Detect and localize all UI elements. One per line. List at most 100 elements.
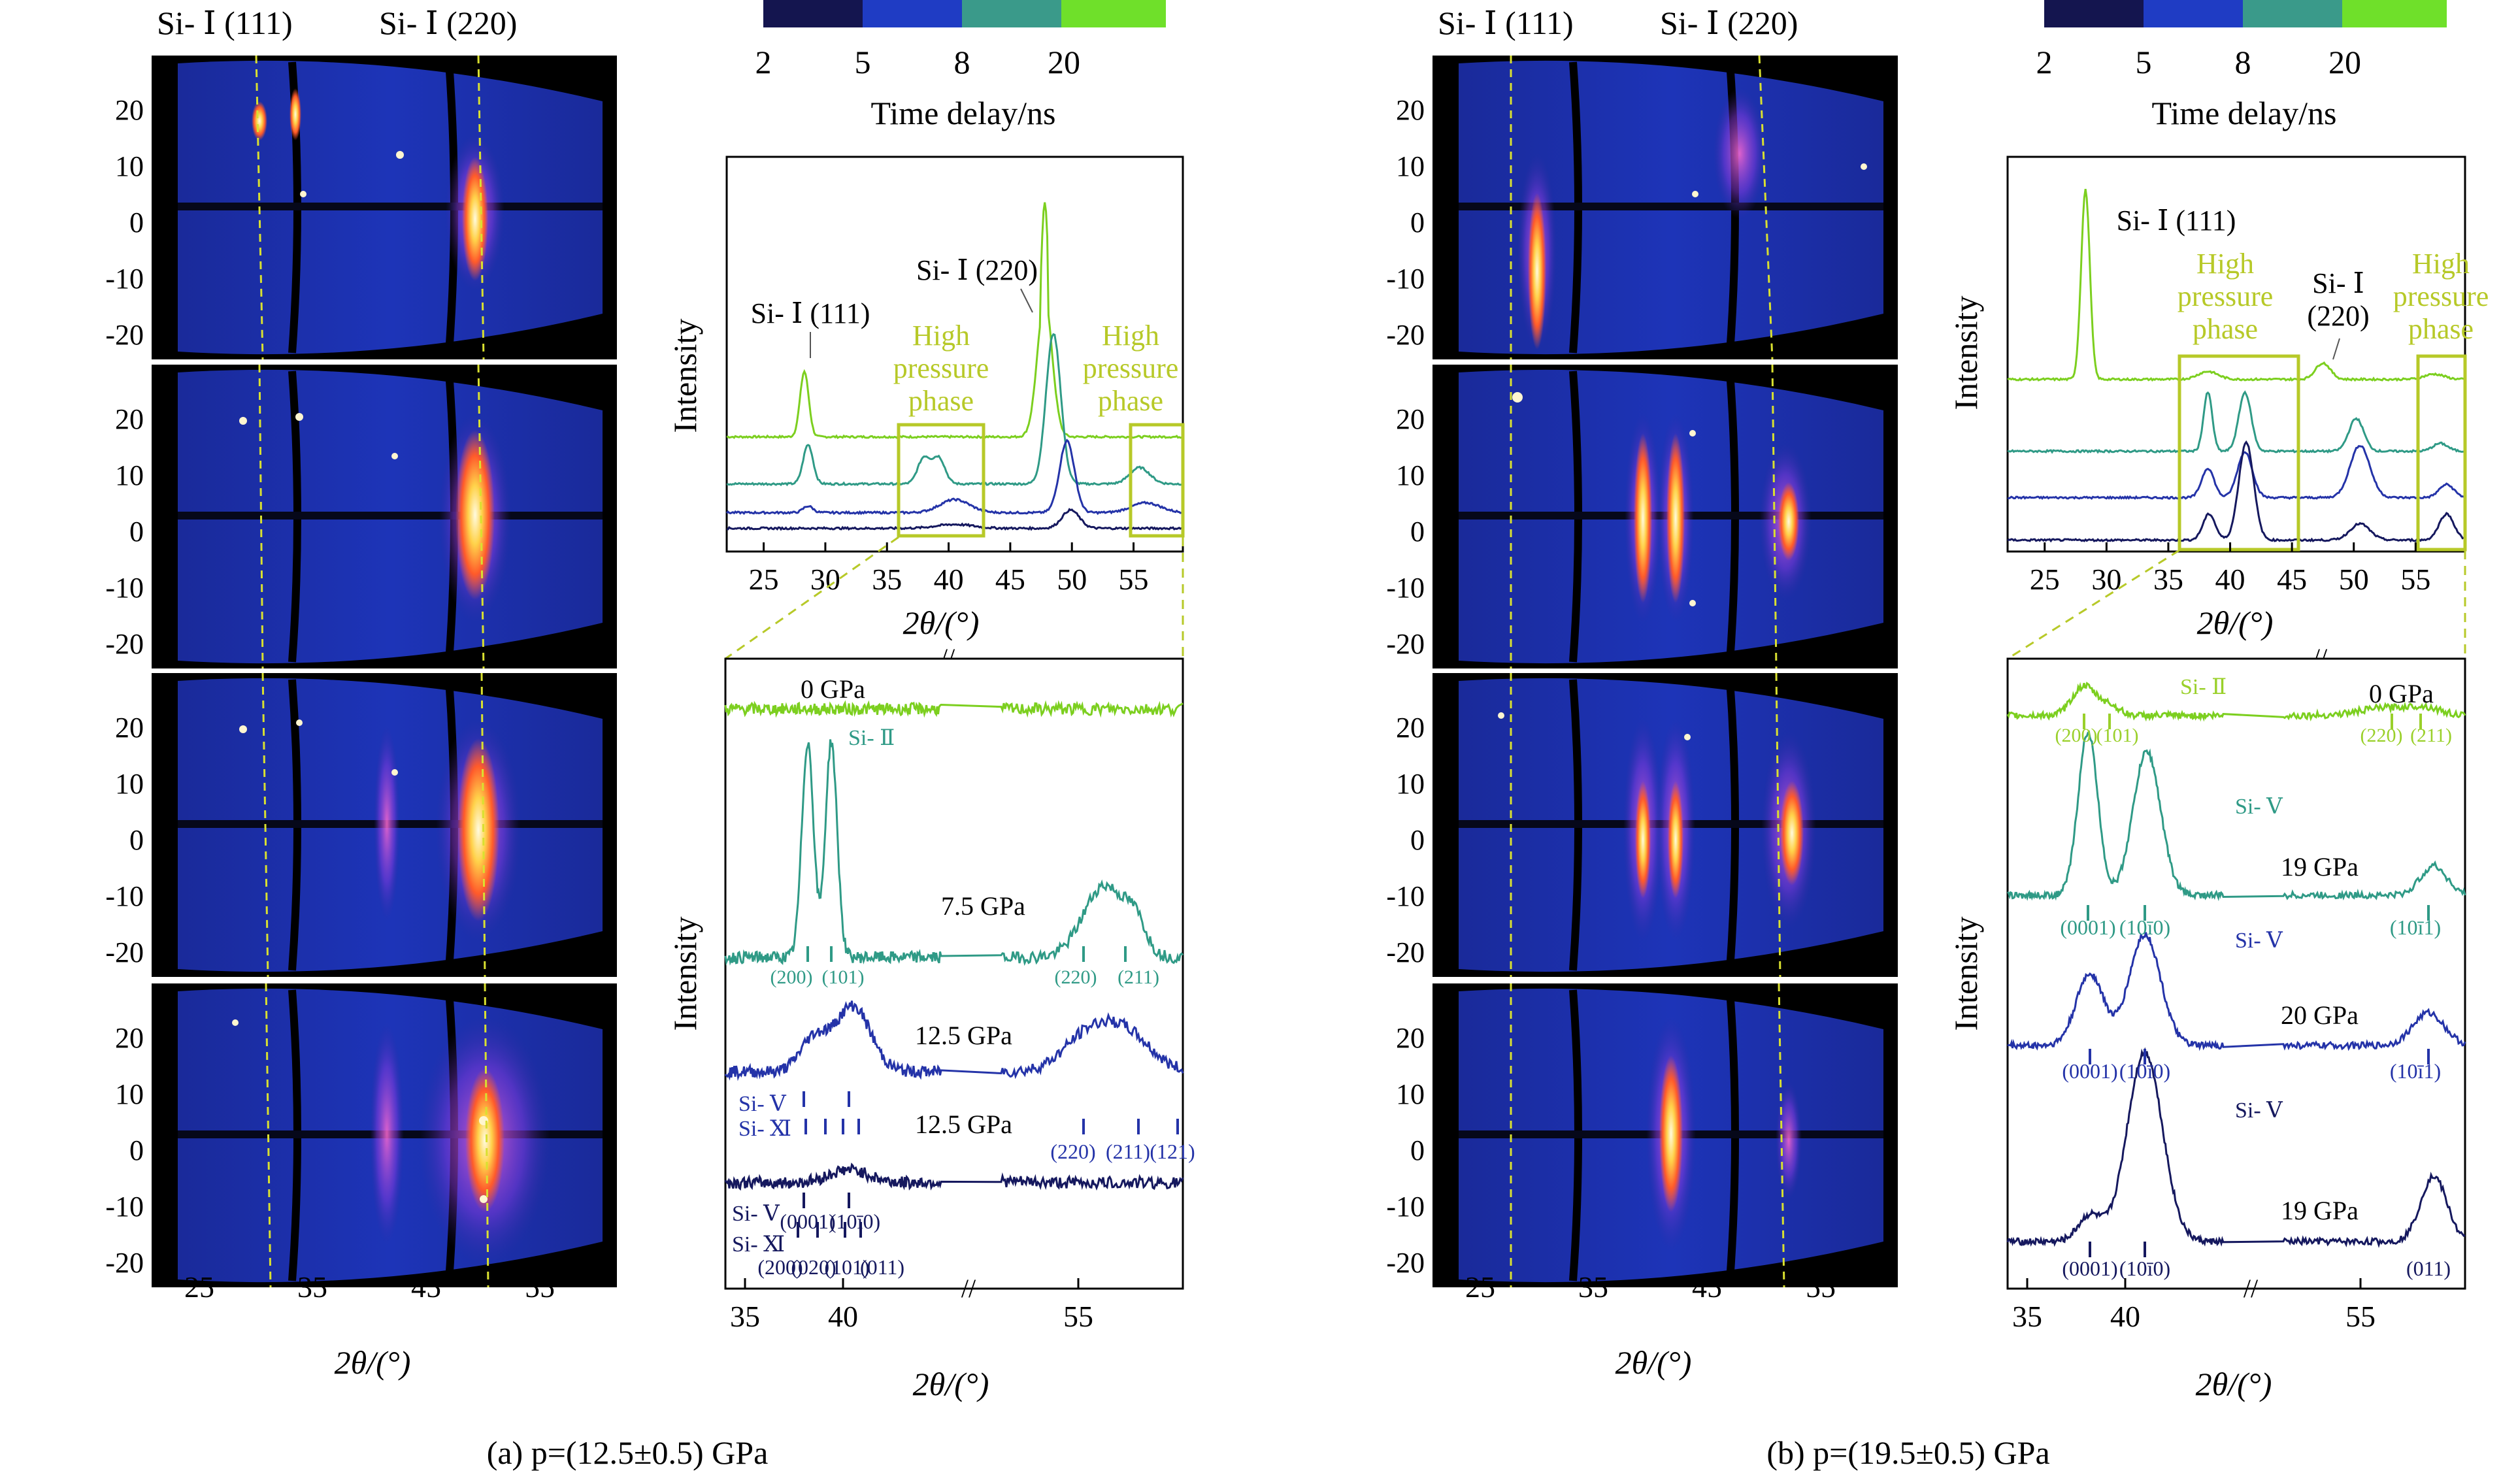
bragg-spot [1684,734,1691,740]
panel-a: Si- Ⅰ (111) Si- Ⅰ (220) 20100-10-2020100… [105,0,1195,1471]
annotation-line: pressure [893,352,989,384]
guide-line [265,983,272,1288]
diffraction-trace [2006,730,2466,902]
diffraction-trace [2006,682,2466,722]
diffraction-peak [1528,193,1546,350]
profiles-frame [2006,156,2466,553]
profiles-x-tick: 40 [934,563,964,596]
detector-y-tick: -20 [105,628,144,660]
profiles-x-tick: 25 [2030,563,2060,596]
detector-y-tick: 0 [1410,1134,1425,1166]
hkl-label: (011) [860,1255,904,1279]
diffraction-trace [2007,188,2464,382]
annotation-si220: Si- Ⅰ(220) [2307,267,2369,332]
profiles-traces [2007,188,2464,543]
zoom-x-tick: 35 [730,1300,760,1333]
detector-y-tick: 20 [115,1022,144,1054]
phase-label: Si- Ⅴ [732,1202,780,1226]
detector-y-tick: 20 [1396,712,1425,744]
colorbar-tick: 2 [2036,44,2053,80]
zoom-y-label: Intensity [667,917,703,1031]
phase-label: Si- Ⅴ [2235,795,2283,819]
hkl-label: (101) [2096,725,2139,746]
bragg-spot [391,453,398,459]
zoom-x-label: 2θ/(°) [2196,1366,2272,1402]
hkl-label: (0001) [2062,1257,2117,1280]
trace-label: 0 GPa [2369,679,2434,708]
hkl-label: (10ī0) [829,1210,880,1233]
detector-band [178,203,603,210]
profiles-x-tick: 50 [2339,563,2369,596]
hkl-label: (10ī1) [2390,915,2441,939]
diffraction-trace [2006,1047,2466,1248]
detector-y-tick: -20 [105,1247,144,1279]
detector-x-tick: 55 [1806,1270,1836,1304]
diffraction-trace [724,739,1184,966]
guide-line [1758,55,1774,360]
detector-frame [152,364,617,669]
bragg-spot [396,151,404,159]
diffraction-peak [1659,1055,1683,1212]
axis-break: // [2244,1274,2259,1303]
annotation-line: High [1102,320,1159,352]
profiles-x-tick: 35 [872,563,902,596]
detector-x-label: 2θ/(°) [335,1344,411,1381]
detector-top-label-si220: Si- Ⅰ (220) [379,5,517,41]
zoom-connector [725,536,899,660]
colorbar-label: Time delay/ns [2152,95,2337,131]
detector-x-tick: 45 [1692,1270,1722,1304]
annotation-line: High [912,320,970,352]
detector-y-tick: 20 [1396,403,1425,435]
profiles-frame [725,156,1184,553]
phase-label: Si- Ⅴ [2235,1098,2283,1123]
detector-frame [152,983,617,1288]
guide-line [255,55,264,360]
bragg-spot [232,1019,239,1026]
profiles-y-label: Intensity [1947,296,1984,410]
guide-line [484,983,489,1288]
zoom-x-tick: 40 [2110,1300,2140,1333]
annotation-line: High [2412,248,2470,280]
diffraction-peak [465,1068,505,1212]
profiles-x-tick: 45 [2277,563,2307,596]
detector-top-label-si220: Si- Ⅰ (220) [1660,5,1798,41]
diffraction-glow [1714,88,1766,219]
diffraction-trace [724,700,1184,718]
annotation-si111: Si- Ⅰ (111) [751,297,870,329]
diffraction-peak [252,101,267,140]
diffraction-trace [725,438,1182,516]
hkl-label: (0001) [780,1210,835,1233]
diffraction-peak [1635,781,1651,899]
colorbar-tick: 20 [1048,44,1080,80]
zoom-x-label: 2θ/(°) [913,1366,989,1402]
colorbar-swatch [1061,0,1166,27]
detector-y-tick: 0 [129,824,144,856]
profiles-x-tick: 30 [2091,563,2121,596]
detector-x-tick: 35 [297,1270,327,1304]
guide-line [477,364,485,669]
hkl-label: (200) [757,1255,803,1279]
colorbar-tick: 5 [855,44,871,80]
annotation-line: pressure [1083,352,1179,384]
guide-line [258,364,264,669]
hkl-label: (220) [1050,1140,1095,1163]
detector-image-stack [152,55,617,1288]
phase-label: Si- Ⅴ [738,1092,787,1116]
trace-label: 19 GPa [2281,1196,2359,1225]
detector-x-tick: 35 [1578,1270,1608,1304]
colorbar-swatch [763,0,863,27]
detector-y-tick: -10 [105,572,144,604]
detector-y-tick: 20 [115,403,144,435]
annotation-line: phase [908,385,974,417]
detector-y-labels: 20 10 0 -10 -20 20 10 0 -10 -20 20 10 0 -10 -20 20 10 0 -1… [105,94,144,1279]
profiles-x-tick: 30 [810,563,840,596]
trace-label: 0 GPa [801,674,865,704]
colorbar-swatch [2144,0,2243,27]
hkl-labels: (200) (101) (220) (211)(220) (211) (121)(0001… [757,966,1195,1279]
detector-y-tick: -10 [1386,880,1425,912]
colorbar-swatch [2044,0,2144,27]
detector-y-tick: -10 [105,1191,144,1223]
